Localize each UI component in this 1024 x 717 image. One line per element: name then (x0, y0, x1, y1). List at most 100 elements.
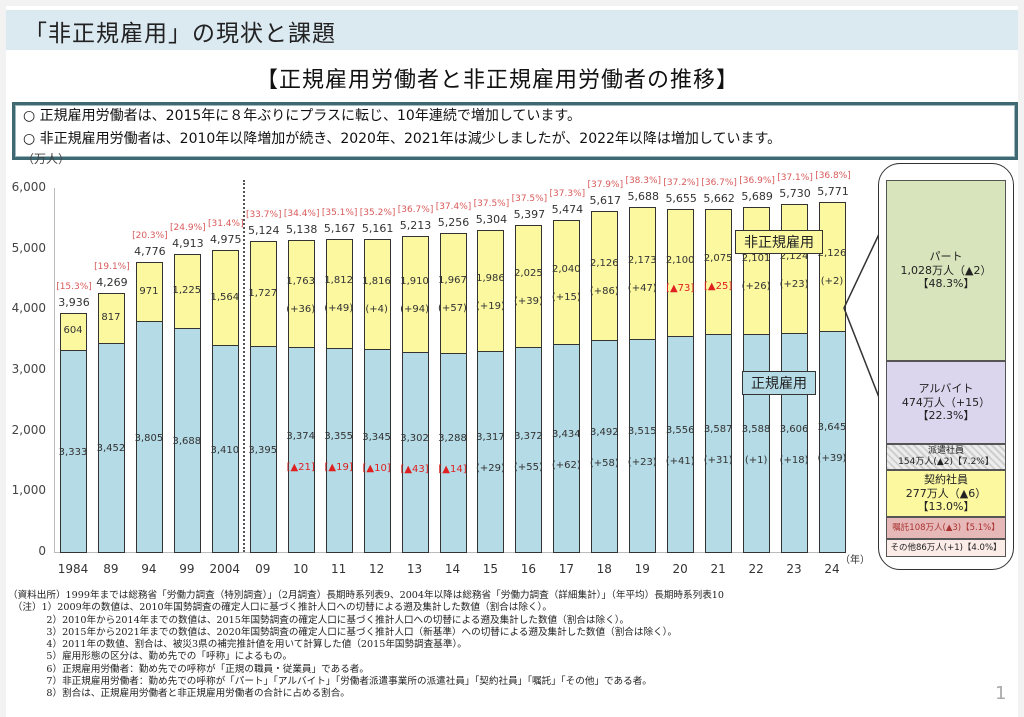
bar-nonregular (173, 253, 201, 330)
bar-regular (60, 349, 87, 553)
nonregular-change-label: (+2) (820, 276, 844, 288)
bar-nonregular (249, 241, 277, 348)
nonregular-change-label: (+4) (365, 303, 388, 315)
regular-change-label: (+58) (589, 458, 619, 470)
regular-value-label: 3,515 (627, 426, 657, 438)
note-line: （注）1）2009年の数値は、2010年国勢調査の確定人口に基づく推計人口への切… (8, 602, 552, 614)
total-value-label: 5,124 (248, 224, 280, 238)
total-value-label: 5,688 (627, 189, 660, 203)
x-axis-unit: （年） (840, 555, 870, 566)
regular-change-label: (+18) (779, 454, 809, 466)
total-value-label: 4,913 (172, 236, 204, 250)
regular-change-label: (+55) (513, 461, 543, 473)
legend-regular: 正規雇用 (742, 371, 816, 395)
total-value-label: 5,662 (703, 191, 735, 205)
nonregular-share-label: [38.3%] (625, 175, 662, 186)
nonregular-share-label: [37.2%] (663, 177, 699, 188)
regular-value-label: 3,805 (134, 432, 164, 444)
note-line: 8）割合は、正規雇用労働者と非正規雇用労働者の合計に占める割合。 (8, 688, 350, 700)
bar-regular (135, 321, 163, 553)
x-tick-label: 13 (406, 562, 423, 576)
total-value-label: 5,474 (551, 202, 584, 216)
regular-change-label: (+31) (703, 455, 733, 467)
nonregular-change-label: (+57) (438, 302, 467, 314)
x-tick-label: 23 (786, 562, 802, 576)
nonregular-change-label: [▲25] (704, 281, 733, 293)
bar-nonregular (325, 238, 353, 350)
page-title: 「非正規雇用」の現状と課題 (24, 21, 336, 47)
x-tick-label: 15 (482, 562, 499, 576)
note-line: 4）2011年の数値、割合は、被災3県の補完推計値を用いて計算した値（2015年… (8, 639, 467, 651)
nonregular-change-label: (+39) (513, 296, 543, 307)
nonregular-value-label: 1,763 (286, 275, 315, 287)
total-value-label: 5,256 (437, 216, 470, 230)
nonregular-value-label: 2,075 (703, 253, 733, 265)
bar-regular (439, 352, 467, 553)
bar-regular (401, 351, 429, 553)
x-tick-label: 14 (444, 562, 461, 576)
regular-value-label: 3,288 (438, 433, 467, 445)
regular-value-label: 3,556 (665, 425, 695, 437)
regular-value-label: 3,333 (58, 446, 88, 458)
regular-value-label: 3,645 (817, 422, 847, 434)
nonregular-share-label: [33.7%] (245, 210, 282, 221)
x-tick-label: 20 (672, 562, 688, 576)
nonregular-value-label: 2,100 (665, 254, 695, 266)
regular-value-label: 3,372 (514, 430, 543, 442)
source-notes: （資料出所）1999年までは総務省「労働力調査（特別調査）」（2月調査）長期時系… (8, 590, 724, 701)
nonregular-change-label: (+94) (400, 303, 429, 315)
total-value-label: 5,213 (399, 218, 432, 232)
nonregular-change-label: (+23) (779, 278, 809, 290)
regular-change-label: (+39) (817, 453, 847, 465)
regular-value-label: 3,395 (248, 445, 278, 457)
y-tick-label: 6,000 (11, 180, 46, 194)
x-tick-label: 16 (520, 562, 537, 576)
y-tick-label: 3,000 (11, 362, 46, 376)
regular-value-label: 3,606 (779, 423, 809, 435)
nonregular-value-label: 2,124 (779, 250, 809, 262)
breakdown-haken: 派遣社員 154万人(▲2)【7.2%】 (886, 444, 1006, 470)
nonregular-value-label: 1,564 (210, 291, 240, 303)
nonregular-share-label: [35.1%] (321, 207, 358, 218)
nonregular-share-label: [35.2%] (359, 207, 396, 218)
bar-regular (97, 342, 125, 553)
bar-nonregular (667, 208, 695, 338)
nonregular-change-label: (+26) (741, 280, 771, 292)
nonregular-value-label: 2,101 (741, 252, 771, 264)
total-value-label: 5,689 (741, 189, 773, 203)
nonregular-share-label: [37.5%] (511, 193, 548, 204)
nonregular-value-label: 2,126 (817, 248, 847, 260)
note-line: 7）非正規雇用労働者：勤め先での呼称が「パート」「アルバイト」「労働者派遣事業所… (8, 676, 652, 688)
bar-nonregular (287, 240, 315, 349)
bar-regular (515, 347, 543, 553)
nonregular-share-label: [36.9%] (739, 175, 775, 186)
regular-change-label: (+23) (627, 457, 657, 469)
nonregular-change-label: [▲73] (666, 282, 695, 294)
total-value-label: 5,138 (285, 223, 318, 237)
bar-regular (553, 343, 581, 553)
bar-regular (173, 328, 201, 553)
bar-regular (363, 349, 391, 553)
header-bar: 「非正規雇用」の現状と課題 (6, 10, 1018, 50)
bar-regular (591, 340, 619, 553)
breakdown-part: パート 1,028万人（▲2） 【48.3%】 (886, 180, 1006, 361)
bar-regular (705, 334, 733, 553)
nonregular-share-label: [36.7%] (397, 204, 434, 215)
summary-line: ○ 正規雇用労働者は、2015年に８年ぶりにプラスに転じ、10年連続で増加してい… (23, 108, 582, 124)
regular-change-label: [▲10] (362, 462, 391, 474)
total-value-label: 5,161 (361, 221, 394, 235)
regular-change-label: [▲14] (438, 464, 467, 476)
nonregular-share-label: [24.9%] (170, 222, 206, 233)
bar-regular (211, 345, 239, 553)
note-line: 5）雇用形態の区分は、勤め先での「呼称」によるもの。 (8, 651, 293, 663)
regular-value-label: 3,587 (703, 424, 733, 436)
bar-nonregular (629, 206, 657, 340)
regular-value-label: 3,345 (362, 431, 391, 443)
bar-regular (781, 333, 809, 553)
bar-nonregular (553, 219, 581, 345)
total-value-label: 4,776 (134, 245, 166, 259)
regular-value-label: 3,355 (324, 431, 353, 443)
total-value-label: 5,655 (665, 191, 697, 205)
y-tick-label: 4,000 (11, 301, 46, 316)
y-axis-unit: （万人） (22, 152, 71, 166)
